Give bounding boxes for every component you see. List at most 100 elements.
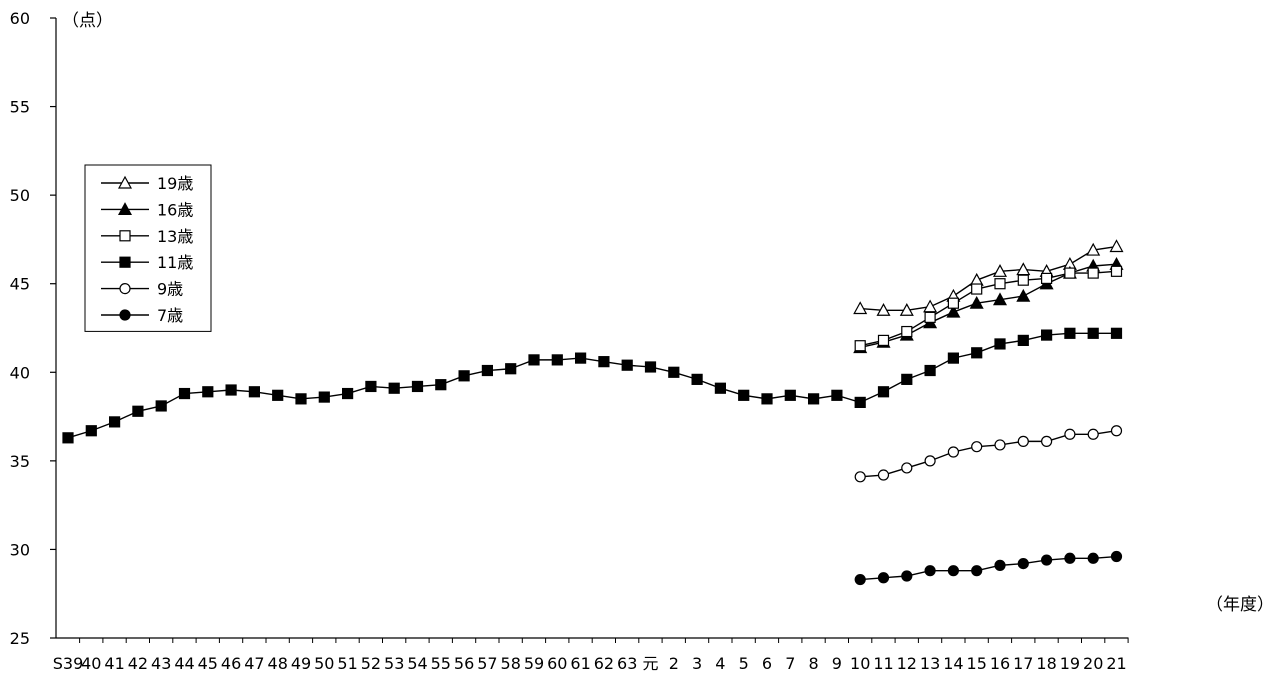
data-point (994, 439, 1006, 451)
data-point (924, 364, 936, 377)
data-point (365, 380, 377, 393)
series-1 (853, 239, 1124, 316)
x-tick-label: 7 (785, 654, 795, 673)
series-2 (853, 256, 1124, 354)
data-point (901, 570, 913, 582)
series-4 (62, 327, 1123, 444)
data-point (435, 379, 447, 391)
data-point (155, 400, 167, 412)
series-5 (854, 425, 1123, 483)
data-point (994, 338, 1006, 350)
data-point (411, 380, 424, 393)
data-point (992, 264, 1008, 277)
x-tick-label: 40 (81, 654, 101, 673)
data-point (1087, 552, 1099, 564)
x-tick-label: 10 (850, 654, 870, 673)
y-tick-label: 60 (10, 9, 30, 28)
data-point (1040, 435, 1053, 447)
data-point (1016, 288, 1031, 302)
series-line (860, 555, 1117, 581)
data-point (1110, 327, 1123, 339)
legend-box (84, 164, 212, 332)
data-point (1110, 550, 1123, 563)
data-point (1040, 329, 1053, 341)
x-tick-label: 54 (407, 654, 427, 673)
y-tick-label: 30 (10, 540, 30, 559)
data-point (178, 387, 191, 400)
legend-label: 9歳 (157, 280, 183, 299)
data-point (551, 354, 563, 366)
series-line (860, 430, 1117, 478)
data-point (1110, 265, 1123, 277)
data-point (994, 278, 1006, 290)
x-tick-label: 50 (314, 654, 334, 673)
data-point (1109, 239, 1124, 253)
data-point (831, 389, 843, 401)
data-point (876, 303, 891, 316)
legend-marker (119, 230, 131, 242)
data-point (761, 393, 773, 405)
data-point (1040, 554, 1053, 566)
x-tick-label: 56 (454, 654, 474, 673)
data-point (1064, 267, 1076, 279)
data-point (714, 382, 727, 394)
x-tick-label: 18 (1036, 654, 1056, 673)
data-point (1017, 557, 1029, 570)
x-tick-label: 58 (501, 654, 521, 673)
data-point (877, 469, 890, 481)
series-group (62, 239, 1124, 586)
data-point (992, 292, 1008, 306)
data-point (505, 363, 517, 375)
data-point (1017, 435, 1029, 447)
data-point (947, 297, 960, 309)
legend-marker (119, 283, 131, 295)
data-point (1064, 552, 1076, 564)
x-tick-label: 45 (198, 654, 218, 673)
data-point (923, 299, 938, 313)
x-tick-label: 48 (268, 654, 288, 673)
data-point (62, 432, 74, 444)
x-tick-label: 4 (715, 654, 725, 673)
x-tick-label: 19 (1060, 654, 1080, 673)
x-tick-label: 2 (669, 654, 679, 673)
x-tick-label: 44 (174, 654, 194, 673)
x-tick-label: 47 (244, 654, 264, 673)
legend-marker (119, 256, 131, 268)
data-point (481, 364, 493, 377)
x-tick-label: 42 (128, 654, 148, 673)
data-point (691, 373, 703, 385)
data-point (1086, 242, 1101, 256)
x-tick-label: 57 (477, 654, 497, 673)
series-3 (854, 265, 1123, 352)
x-tick-label: 52 (361, 654, 381, 673)
data-point (969, 295, 984, 309)
data-point (971, 441, 983, 453)
y-tick-label: 45 (10, 275, 30, 294)
x-tick-label: 17 (1013, 654, 1033, 673)
data-point (202, 386, 214, 398)
data-point (853, 301, 868, 315)
axes (55, 18, 1129, 639)
data-point (854, 396, 866, 408)
data-point (971, 347, 983, 359)
legend-marker (119, 309, 131, 321)
data-point (854, 573, 866, 586)
data-point (738, 389, 750, 401)
data-point (295, 393, 307, 405)
data-point (1017, 334, 1029, 346)
data-point (877, 386, 890, 398)
data-point (1064, 327, 1076, 339)
data-point (947, 446, 960, 458)
data-point (458, 370, 470, 382)
data-point (574, 352, 587, 364)
legend-label: 19歳 (157, 174, 193, 193)
data-point (342, 387, 354, 400)
x-tick-label: 元 (642, 654, 658, 673)
x-tick-label: 21 (1106, 654, 1126, 673)
data-point (248, 386, 260, 398)
y-axis-unit: （点） (62, 11, 113, 31)
data-point (924, 455, 936, 467)
x-tick-label: 3 (692, 654, 702, 673)
x-tick-label: 13 (920, 654, 940, 673)
